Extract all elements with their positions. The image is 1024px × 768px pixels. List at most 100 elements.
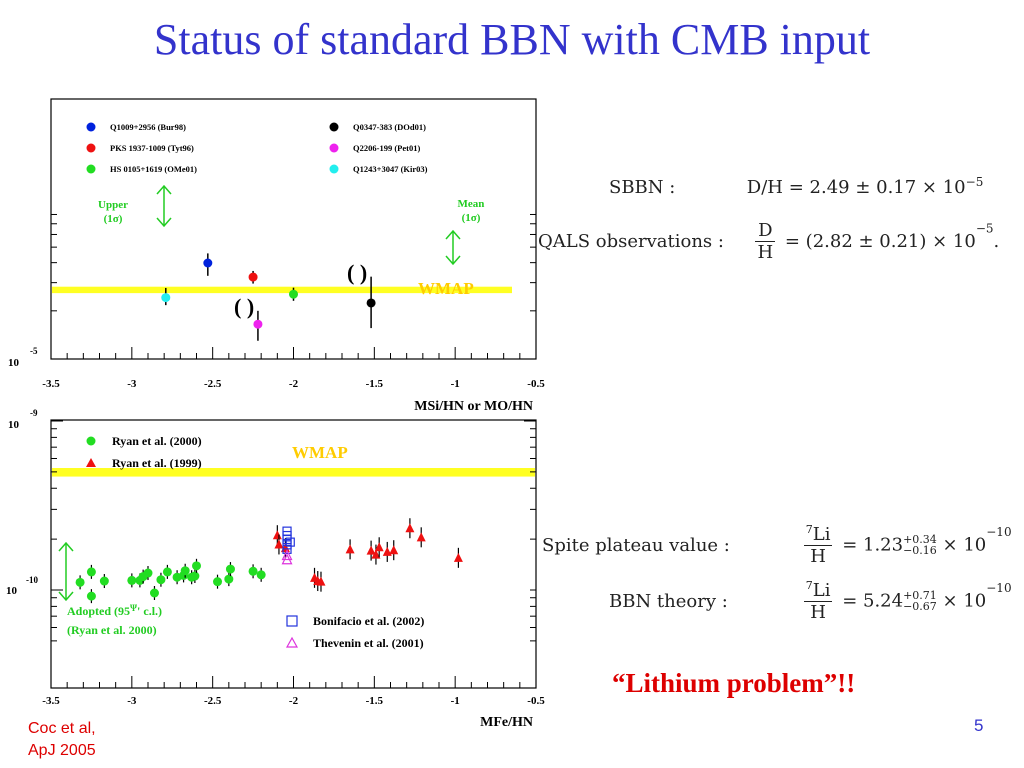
bottom-data-point [274,539,284,549]
top-legend-label: HS 0105+1619 (OMe01) [110,164,197,174]
bottom-data-point [453,552,463,562]
bottom-data-point [371,549,381,559]
bottom-x-axis-label: MFe/HN [480,715,533,730]
top-y-ticks [51,213,536,360]
top-legend-label: Q0347-383 (DOd01) [353,122,426,132]
sbbn-exponent: −5 [965,175,984,189]
top-legend-marker [86,122,96,132]
mean-sigma-annotation: (1σ) [462,212,481,224]
bottom-legend-marker [86,436,96,446]
sbbn-equation: SBBN : D/H = 2.49 ± 0.17 × 10−5 [609,175,983,198]
bbn-up: +0.71 [903,589,937,602]
top-wmap-label: WMAP [418,279,474,298]
adopted-annotation-cl: ' c.l.) [137,604,162,618]
bottom-points [75,518,463,604]
spite-numerator: Li [812,524,831,545]
bottom-legend-label: Thevenin et al. (2001) [313,636,424,650]
bottom-data-point [366,545,376,555]
x-tick-label: -2 [289,695,299,707]
spite-down: −0.16 [903,544,937,557]
bottom-legend: Ryan et al. (2000) Ryan et al. (1999) Boni… [86,434,424,650]
citation-line-1: Coc et al, [28,720,96,737]
top-legend-marker [329,122,339,132]
upper-arrow-head-top [156,184,172,195]
top-legend-marker [329,164,339,174]
sbbn-label: SBBN : [609,177,676,198]
top-data-point [161,293,171,303]
bottom-data-point [156,575,166,585]
bottom-y-tick-exp-upper: -9 [30,408,38,418]
bottom-data-point [190,571,200,581]
bottom-legend-label: Bonifacio et al. (2002) [313,614,424,628]
ryan-annotation: (Ryan et al. 2000) [67,623,157,637]
bottom-data-point [389,545,399,555]
adopted-annotation-psi: Ψ [130,603,137,613]
upper-arrow-head-bottom [156,217,172,228]
lithium-problem-text: “Lithium problem”!! [612,668,856,698]
spite-denominator: H [810,546,826,567]
bottom-data-point [86,591,96,601]
bottom-data-point [416,532,426,542]
adopted-arrow-head-bottom [58,591,74,602]
spite-value: = 1.23 [842,534,904,556]
top-legend-marker [86,143,96,153]
bottom-data-point [282,534,292,545]
bottom-data-point [99,576,109,586]
bottom-data-point [192,561,201,571]
bottom-data-point [316,576,326,586]
bottom-legend-marker [285,636,299,648]
top-y-tick-exp: -5 [30,346,38,356]
qals-exponent: −5 [975,221,994,236]
bottom-data-point [405,523,415,533]
spite-label: Spite plateau value : [542,534,730,556]
bottom-y-tick-exp-lower: -10 [26,575,38,585]
bbn-denominator: H [810,602,826,623]
bottom-data-point [225,564,235,574]
bbn-value: = 5.24 [842,590,904,612]
spite-fraction: 7Li H [803,523,833,567]
top-points [161,253,376,341]
bottom-data-point [382,546,392,556]
bottom-y-ticks [51,420,536,642]
top-plot-frame [50,98,537,360]
x-tick-label: -1 [451,378,460,390]
bottom-data-point [75,577,85,587]
bottom-data-point [285,537,295,547]
qals-tail: . [993,231,1000,252]
x-tick-label: -2.5 [204,695,222,707]
x-tick-label: -0.5 [527,378,545,390]
qals-value: = (2.82 ± 0.21) × 10 [784,231,976,252]
top-data-point [248,272,258,282]
bbn-fraction: 7Li H [803,579,833,623]
spite-num-sup: 7 [805,523,813,536]
x-tick-label: -2 [289,378,299,390]
bottom-data-point [248,566,258,576]
top-legend-marker [329,143,339,153]
bottom-legend-label: Ryan et al. (2000) [112,434,202,448]
bottom-data-point [282,544,292,554]
qals-numerator: D [755,220,776,242]
bbn-down: −0.67 [903,600,937,613]
bottom-data-point [374,542,384,552]
x-tick-label: -1.5 [366,695,384,707]
citation-line-2: ApJ 2005 [28,742,96,759]
bottom-data-point [180,566,190,576]
bbn-exponent: −10 [986,581,1012,595]
bbn-times: × 10 [942,590,987,612]
bottom-legend-marker [286,615,298,627]
page-number: 5 [974,716,984,735]
bottom-data-point [345,544,355,554]
bottom-data-point [127,575,137,585]
slide-title: Status of standard BBN with CMB input [153,15,871,64]
upper-annotation: Upper [98,199,128,211]
upper-sigma-annotation: (1σ) [104,213,123,225]
mean-arrow-head-top [445,229,461,240]
adopted-arrow-head-top [58,541,74,552]
spite-times: × 10 [942,534,987,556]
qals-equation: QALS observations : D H = (2.82 ± 0.21) … [538,220,999,263]
x-tick-label: -3 [127,378,137,390]
spite-exponent: −10 [986,525,1012,539]
bottom-legend-marker [86,458,96,467]
top-legend-label: Q1009+2956 (Bur98) [110,122,186,132]
